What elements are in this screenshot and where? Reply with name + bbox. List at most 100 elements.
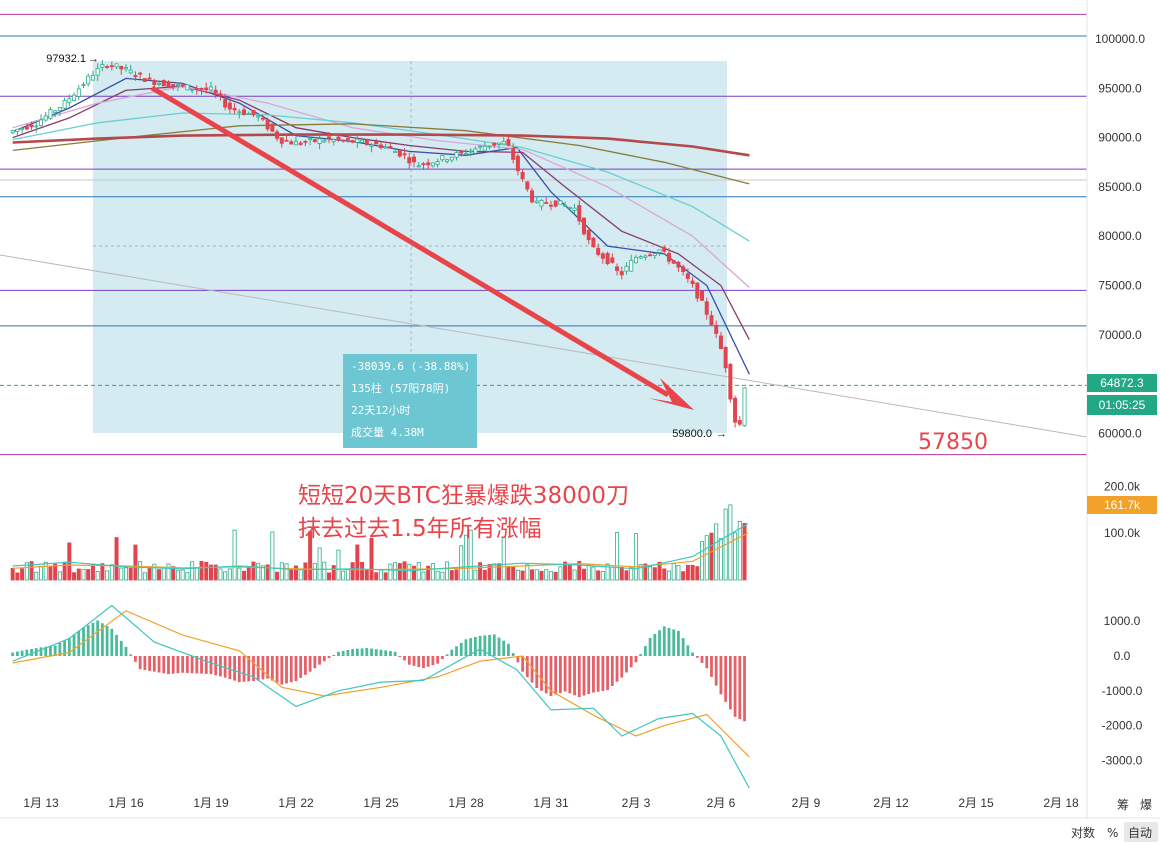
candle-body <box>596 247 601 255</box>
volume-bar <box>426 565 431 581</box>
price-tick-label: 100000.0 <box>1095 32 1145 46</box>
volume-bar <box>553 571 558 581</box>
candle-body <box>199 87 204 91</box>
macd-bar <box>261 656 265 680</box>
candle-body <box>10 130 15 134</box>
candle-body <box>629 260 634 272</box>
volume-bar <box>76 568 81 581</box>
candle-body <box>43 115 48 121</box>
candle-body <box>369 144 374 147</box>
macd-bar <box>426 656 430 667</box>
volume-bar <box>20 568 25 581</box>
high-marker-arrow: → <box>88 53 99 65</box>
volume-bar <box>227 568 232 581</box>
volume-bar <box>152 563 157 581</box>
candle-body <box>567 206 572 209</box>
macd-bar <box>304 656 307 675</box>
volume-bar <box>581 568 586 581</box>
macd-bar <box>143 656 147 671</box>
volume-bar <box>284 563 289 581</box>
candle-body <box>497 142 502 145</box>
macd-bar <box>152 656 156 672</box>
macd-bar <box>332 654 336 656</box>
macd-bar <box>549 656 553 697</box>
macd-bar <box>677 630 680 656</box>
liquidation-button[interactable]: 爆 <box>1140 798 1152 812</box>
candle-body <box>506 139 511 146</box>
macd-bar <box>724 656 728 702</box>
candle-body <box>279 137 284 144</box>
candle-body <box>100 64 105 68</box>
macd-bar <box>440 656 444 660</box>
volume-bar <box>421 571 426 581</box>
volume-bar <box>293 565 298 581</box>
macd-bar <box>200 656 203 674</box>
macd-bar <box>620 656 624 678</box>
volume-bar <box>534 569 539 581</box>
volume-bar <box>218 568 223 581</box>
candle-body <box>152 80 157 85</box>
macd-bar <box>91 622 95 656</box>
macd-tick-label: 1000.0 <box>1104 614 1141 628</box>
countdown-label: 01:05:25 <box>1099 398 1146 412</box>
candle-body <box>581 217 586 235</box>
volume-bar <box>412 565 417 581</box>
auto-scale-button[interactable]: 自动 <box>1128 826 1152 840</box>
auto-scale-button-bg[interactable] <box>1124 822 1158 842</box>
macd-bar <box>25 649 29 656</box>
macd-bar <box>327 656 331 659</box>
candle-body <box>572 207 577 211</box>
low-marker: 59800.0 <box>672 428 712 440</box>
candle-body <box>275 131 280 139</box>
time-tick-label: 1月 31 <box>533 796 569 810</box>
volume-bar <box>449 570 454 581</box>
volume-bar <box>275 571 280 581</box>
macd-bar <box>190 656 194 674</box>
price-tick-label: 75000.0 <box>1098 279 1142 293</box>
trend-line-segment <box>0 254 1088 438</box>
candles <box>10 60 747 428</box>
volume-bar <box>468 529 473 581</box>
percent-scale-button[interactable]: % <box>1107 826 1118 840</box>
chip-distribution-button[interactable]: 筹 <box>1117 798 1129 812</box>
volume-bar <box>374 572 379 581</box>
candle-body <box>544 202 549 204</box>
candle-body <box>681 266 686 273</box>
candle-body <box>227 102 232 110</box>
candle-body <box>638 256 643 259</box>
annotation-level-label: 57850 <box>918 430 988 455</box>
price-tick-label: 90000.0 <box>1098 131 1142 145</box>
macd-bar <box>39 647 43 656</box>
candle-body <box>671 260 676 264</box>
tooltip-line: 22天12小时 <box>351 404 411 417</box>
time-tick-label: 1月 16 <box>108 796 144 810</box>
volume-bar <box>610 566 615 581</box>
macd-bar <box>148 656 151 671</box>
candle-body <box>610 257 615 263</box>
time-tick-label: 2月 3 <box>622 796 651 810</box>
macd-bar <box>299 656 303 678</box>
macd-bar <box>285 656 288 684</box>
trend-line <box>0 254 1088 438</box>
macd-bar <box>67 637 71 656</box>
candle-body <box>194 87 199 90</box>
candle-body <box>558 200 563 205</box>
candle-body <box>350 139 355 143</box>
log-scale-button[interactable]: 对数 <box>1071 825 1095 840</box>
candle-body <box>303 140 308 143</box>
candle-body <box>256 115 261 118</box>
candle-body <box>204 87 209 91</box>
candle-body <box>412 156 417 163</box>
candle-body <box>586 230 591 241</box>
macd-bar <box>322 656 326 662</box>
volume-bar <box>563 561 568 581</box>
candle-body <box>284 139 289 142</box>
macd-bar <box>412 656 416 666</box>
macd-bar <box>634 656 638 663</box>
candle-body <box>142 78 147 82</box>
macd-bar <box>568 656 572 694</box>
macd-bar <box>341 650 345 656</box>
volume-bar <box>709 532 714 581</box>
volume-bar <box>596 570 601 581</box>
